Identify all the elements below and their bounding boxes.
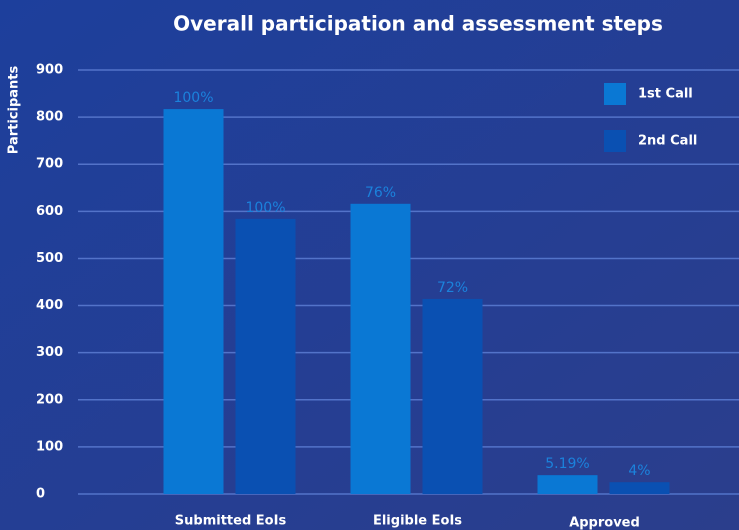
legend-label: 2nd Call [638,134,697,149]
y-tick-label: 500 [36,251,63,266]
bar [350,203,411,494]
bar [235,218,296,495]
legend-swatch [604,130,626,152]
x-tick-label: Eligible EoIs [373,514,462,529]
bar-annotation: 4% [628,463,650,479]
y-tick-label: 600 [36,204,63,219]
y-tick-label: 0 [36,487,45,502]
bar [422,298,483,494]
bar [609,482,670,494]
chart-title: Overall participation and assessment ste… [173,12,663,36]
x-tick-label: Approved [569,516,640,530]
x-tick-label: Submitted EoIs [175,514,287,529]
bar [163,109,224,494]
bar-annotation: 72% [437,280,468,296]
y-axis-label: Participants [7,66,22,155]
y-tick-label: 300 [36,345,63,360]
legend-swatch [604,83,626,105]
y-tick-label: 700 [36,157,63,172]
bar-annotation: 100% [173,90,213,106]
bar-annotation: 5.19% [545,456,589,472]
legend-label: 1st Call [638,87,693,102]
y-tick-label: 100 [36,439,63,454]
bar-annotation: 100% [245,200,285,216]
bar-annotation: 76% [365,185,396,201]
y-tick-label: 900 [36,63,63,78]
y-tick-label: 200 [36,392,63,407]
bar [537,475,598,494]
y-tick-label: 800 [36,110,63,125]
y-tick-label: 400 [36,298,63,313]
